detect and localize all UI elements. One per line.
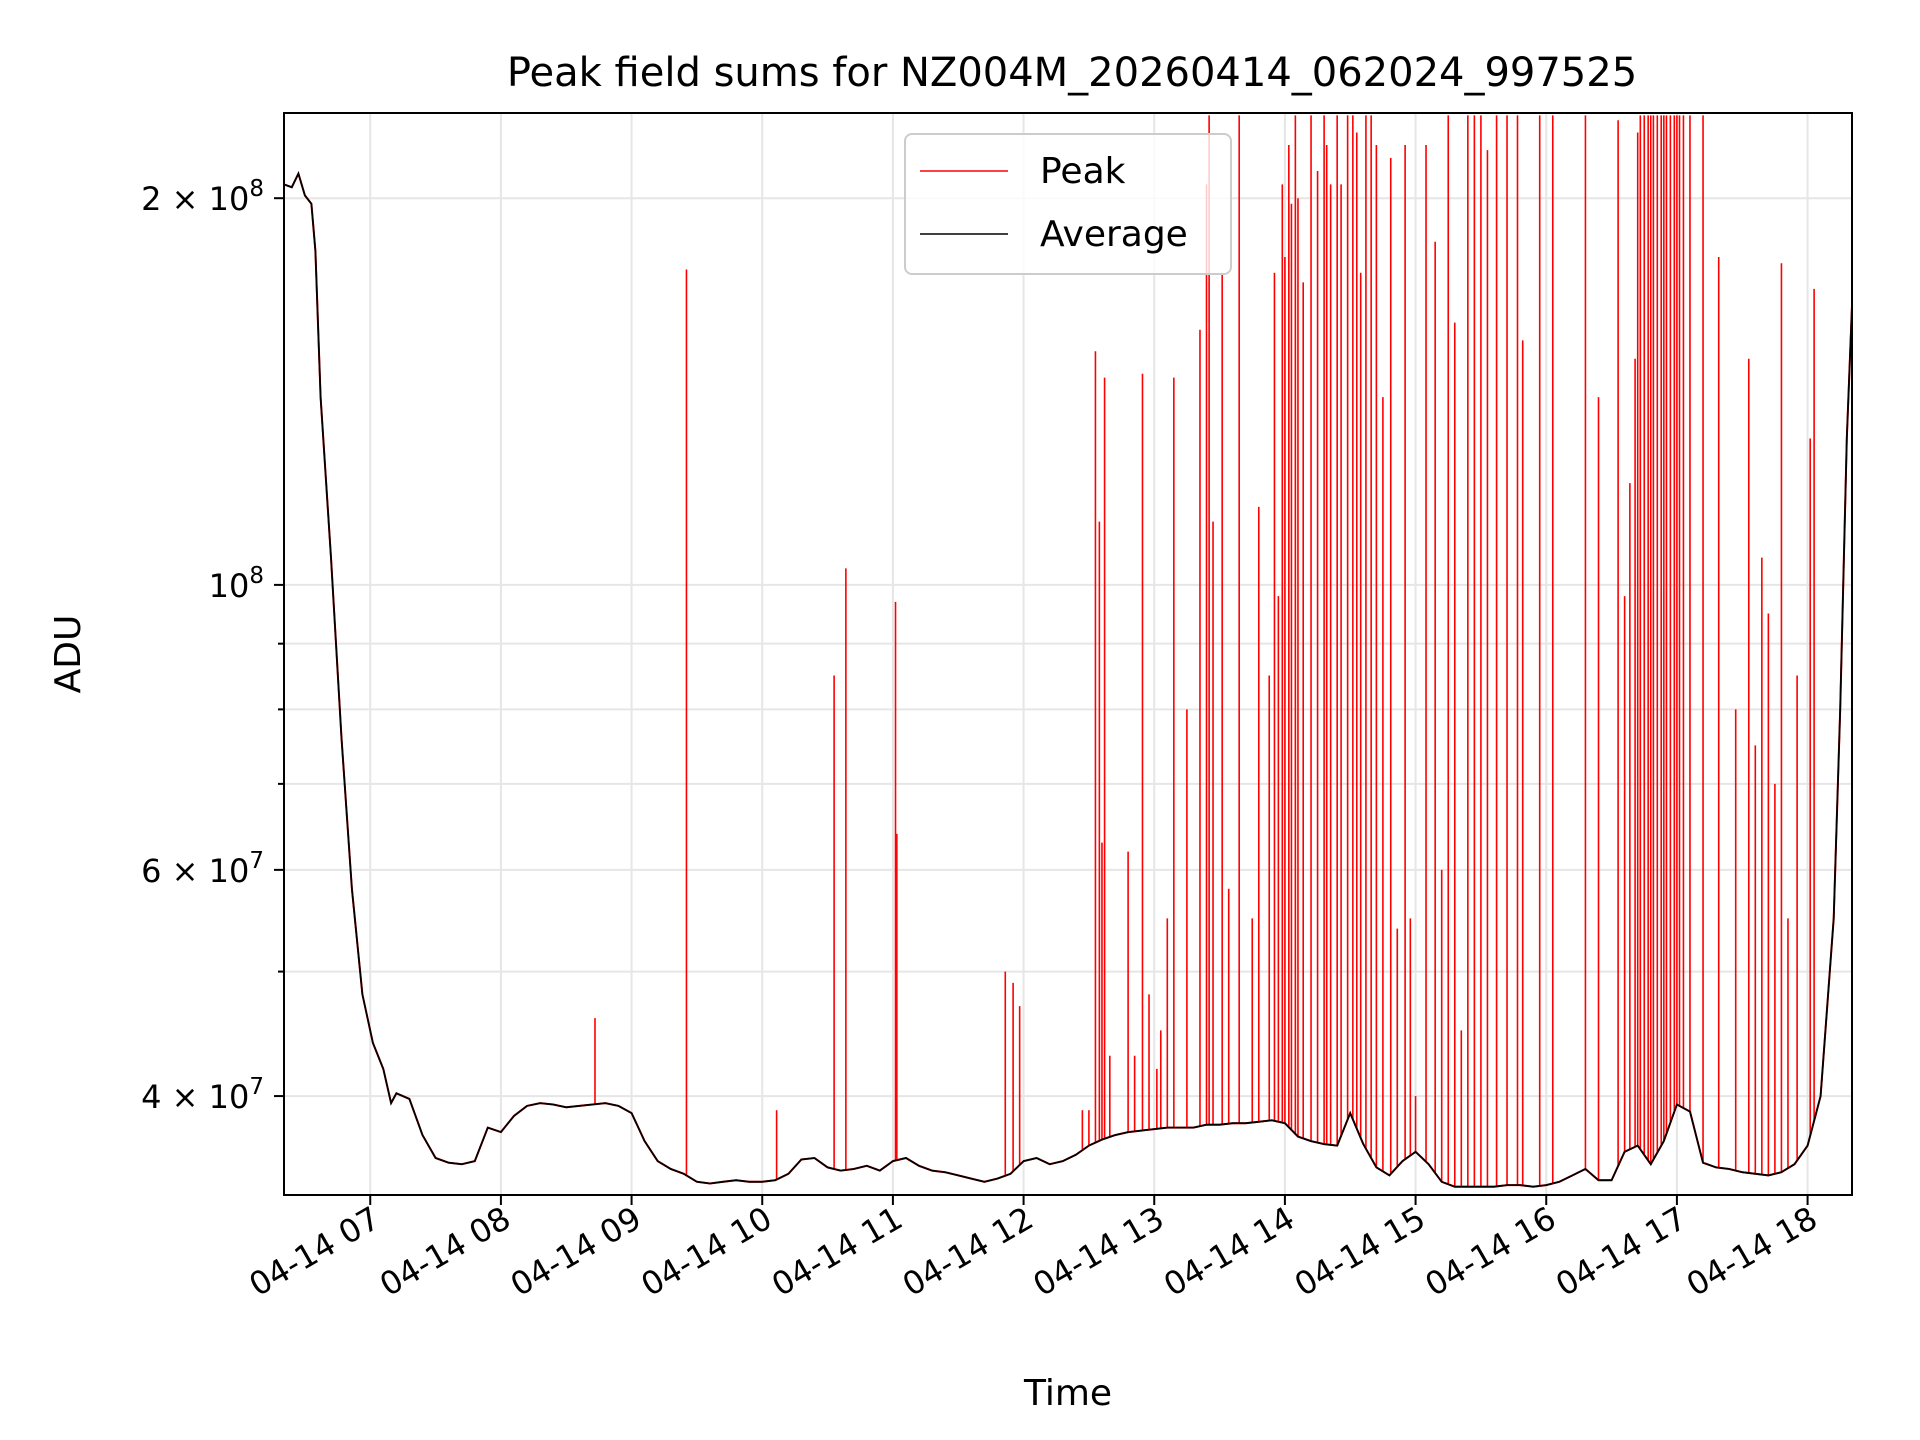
legend-label-peak: Peak — [1040, 151, 1126, 192]
y-tick-label: 6 × 107 — [141, 848, 264, 890]
y-tick-label: 2 × 108 — [141, 176, 264, 218]
plot-frame — [283, 112, 1853, 1196]
y-tick-label: 4 × 107 — [141, 1074, 264, 1116]
legend-box — [904, 133, 1232, 275]
y-axis-label: ADU — [48, 615, 89, 694]
x-axis-label: Time — [1023, 1373, 1112, 1414]
legend-label-average: Average — [1040, 214, 1188, 255]
average-series-line — [283, 171, 1853, 1188]
chart-title: Peak field sums for NZ004M_20260414_0620… — [507, 50, 1637, 96]
y-tick-label: 108 — [209, 563, 264, 605]
plot-area — [283, 115, 1853, 1188]
y-axis: 4 × 107 6 × 107 108 2 × 108 — [141, 176, 284, 1116]
legend: Peak Average — [904, 133, 1232, 275]
